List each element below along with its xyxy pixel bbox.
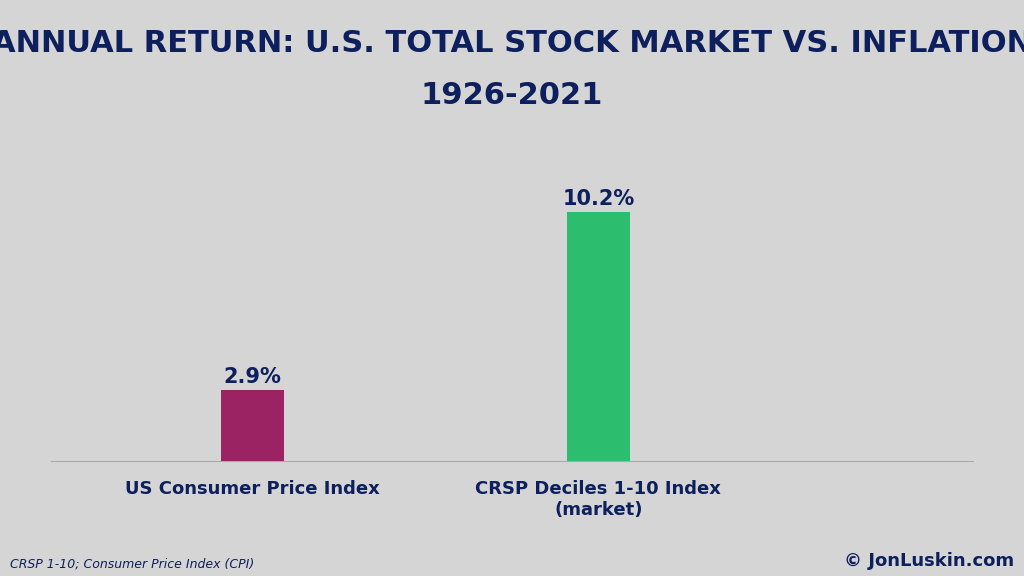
Text: 1926-2021: 1926-2021	[421, 81, 603, 109]
Text: ANNUAL RETURN: U.S. TOTAL STOCK MARKET VS. INFLATION: ANNUAL RETURN: U.S. TOTAL STOCK MARKET V…	[0, 29, 1024, 58]
Text: © JonLuskin.com: © JonLuskin.com	[844, 552, 1014, 570]
Text: 2.9%: 2.9%	[224, 367, 282, 387]
Text: CRSP 1-10; Consumer Price Index (CPI): CRSP 1-10; Consumer Price Index (CPI)	[10, 557, 255, 570]
Bar	[566, 212, 630, 461]
Text: 10.2%: 10.2%	[562, 189, 635, 209]
Bar	[221, 390, 285, 461]
